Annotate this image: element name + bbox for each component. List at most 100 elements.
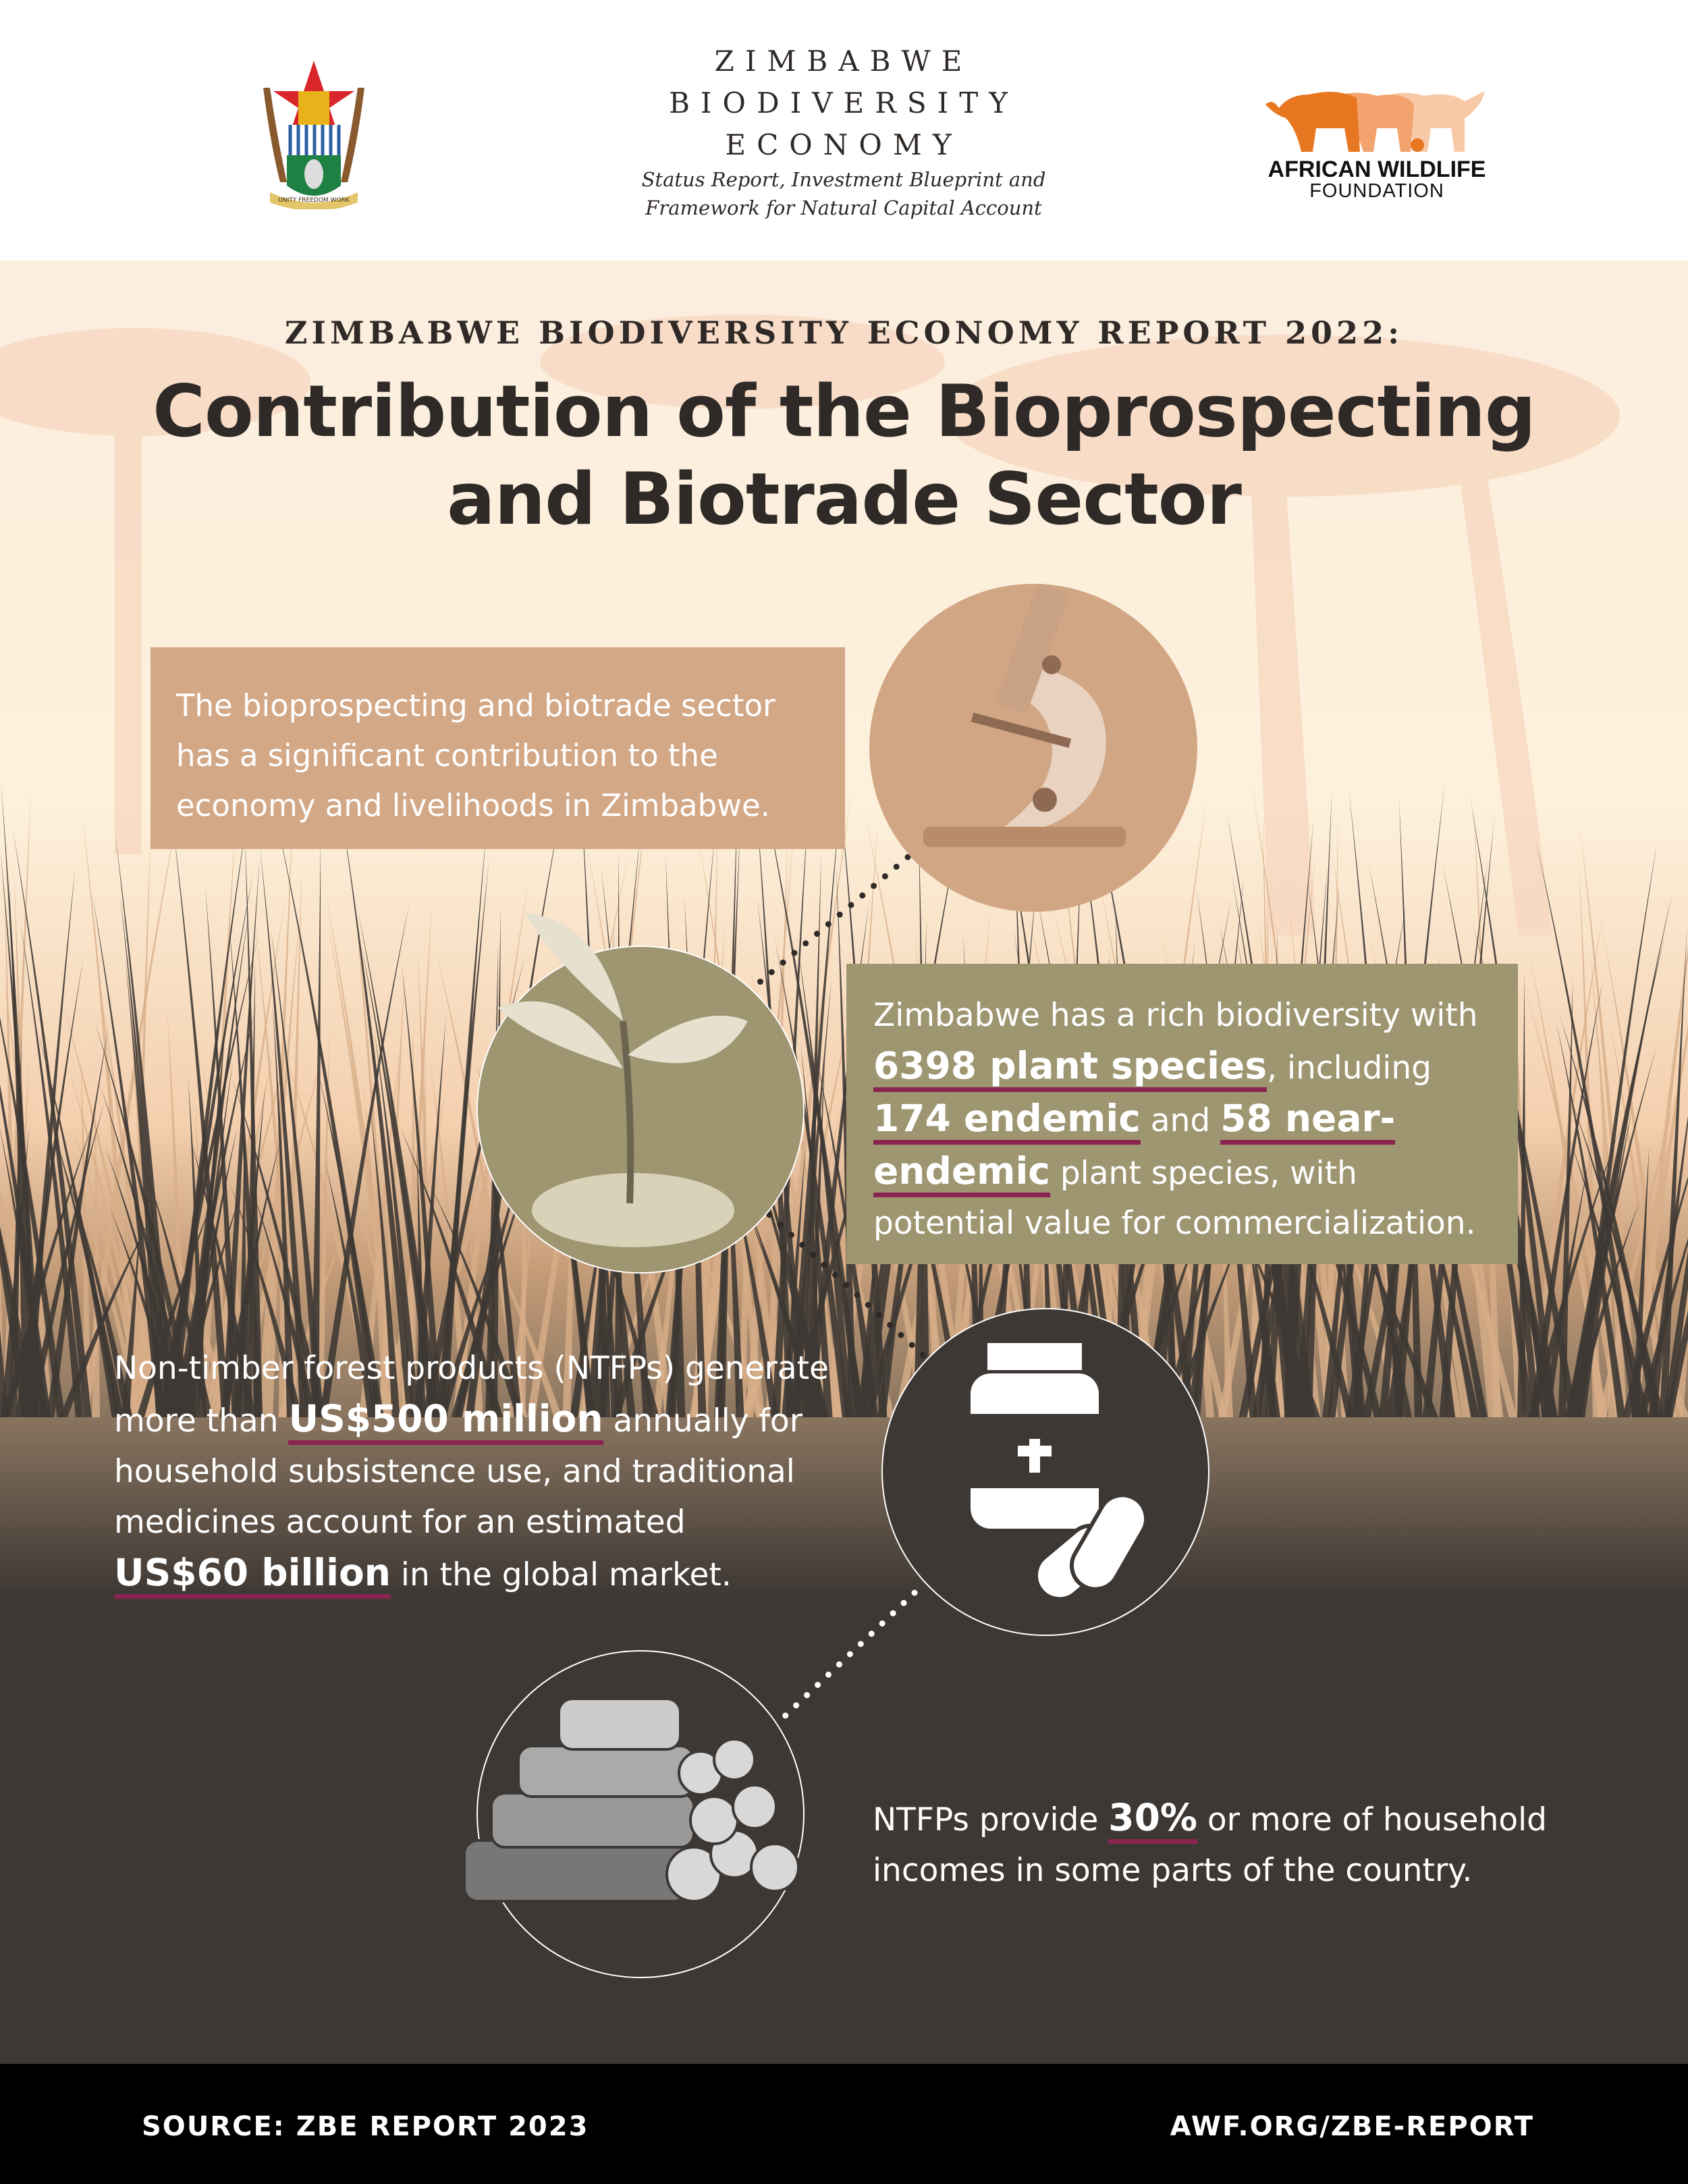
grass-blade	[434, 944, 527, 1417]
grass-blade	[190, 1137, 256, 1417]
grass-blade	[797, 944, 854, 1417]
grass-blade	[1525, 911, 1604, 1417]
grass-blade	[315, 1031, 330, 1417]
grass-blade	[49, 1117, 125, 1417]
grass-blade	[317, 1069, 385, 1417]
grass-blade	[414, 1014, 446, 1417]
grass-blade	[1162, 1156, 1239, 1417]
grass-blade	[1368, 861, 1456, 1417]
highlight-500-million: US$500 million	[288, 1397, 603, 1445]
grass-blade	[229, 921, 263, 1417]
grass-blade	[59, 1199, 161, 1417]
grass-blade	[325, 1162, 376, 1417]
grass-blade	[864, 1126, 957, 1417]
source-label: SOURCE: ZBE REPORT 2023	[142, 2111, 589, 2142]
text: annually for household subsistence use, …	[114, 1402, 803, 1541]
text: and	[1140, 1102, 1221, 1139]
grass-blade	[1341, 1135, 1413, 1417]
title-line: and Biotrade Sector	[447, 458, 1242, 541]
firewood-logs-icon	[463, 1697, 800, 1903]
grass-blade	[229, 1184, 303, 1417]
logs-circle	[463, 1650, 805, 1978]
grass-blade	[401, 962, 442, 1417]
elephant-logo-icon	[1265, 91, 1485, 152]
grass-blade	[173, 823, 230, 1417]
grass-blade	[1403, 1120, 1479, 1417]
report-title: ZIMBABWE BIODIVERSITY ECONOMY	[574, 40, 1114, 166]
grass-blade	[526, 851, 630, 1417]
grass-blade	[338, 1141, 414, 1417]
grass-blade	[1396, 1026, 1488, 1417]
grass-blade	[1239, 1172, 1281, 1417]
intro-text: The bioprospecting and biotrade sector h…	[176, 688, 775, 823]
grass-blade	[1558, 976, 1573, 1417]
grass-blade	[283, 865, 302, 1417]
grass-blade	[104, 1145, 186, 1417]
grass-blade	[259, 844, 309, 1417]
grass-blade	[431, 1186, 524, 1417]
grass-blade	[1631, 1146, 1650, 1417]
grass-blade	[746, 1210, 818, 1417]
grass-blade	[1662, 1251, 1688, 1417]
grass-blade	[1517, 971, 1526, 1417]
grass-blade	[468, 1214, 483, 1417]
awf-name: AFRICAN WILDLIFE	[1268, 157, 1486, 182]
grass-blade	[865, 814, 966, 1417]
grass-blade	[1226, 811, 1315, 1417]
subtitle-line: Framework for Natural Capital Account	[645, 196, 1042, 219]
grass-blade	[557, 1128, 595, 1417]
grass-blade	[828, 1209, 865, 1417]
grass-blade	[719, 1114, 779, 1417]
subtitle-line: Status Report, Investment Blueprint and	[641, 168, 1046, 191]
grass-blade	[46, 1025, 109, 1417]
grass-blade	[800, 1044, 833, 1417]
grass-blade	[136, 1189, 217, 1417]
grass-blade	[1558, 1012, 1660, 1417]
grass-blade	[339, 802, 415, 1417]
page-title: Contribution of the Bioprospecting and B…	[0, 368, 1688, 543]
grass-blade	[429, 1060, 470, 1417]
text: Non-timber forest products (NTFPs) gener…	[114, 1350, 829, 1440]
grass-blade	[109, 1207, 181, 1417]
grass-blade	[244, 835, 263, 1417]
grass-blade	[1292, 1129, 1382, 1417]
seedling-icon	[498, 913, 748, 1247]
grass-blade	[92, 893, 165, 1417]
highlight-60-billion: US$60 billion	[114, 1551, 391, 1599]
text: , including	[1267, 1049, 1432, 1087]
grass-blade	[853, 1070, 928, 1417]
report-title-line: ZIMBABWE	[714, 45, 973, 78]
grass-blade	[1556, 1020, 1626, 1417]
highlight-plant-species: 6398 plant species	[873, 1044, 1268, 1092]
footer: SOURCE: ZBE REPORT 2023 AWF.ORG/ZBE-REPO…	[0, 2064, 1688, 2184]
text: NTFPs provide	[873, 1801, 1109, 1838]
report-url-link[interactable]: AWF.ORG/ZBE-REPORT	[1170, 2111, 1534, 2142]
text: plant species, with potential value for …	[873, 1155, 1476, 1242]
grass-blade	[1564, 1046, 1657, 1417]
awf-foundation: FOUNDATION	[1309, 180, 1444, 202]
grass-blade	[64, 1166, 133, 1417]
grass-blade	[1367, 927, 1471, 1417]
header: UNITY FREEDOM WORK ZIMBABWE BIODIVERSITY…	[0, 0, 1688, 261]
grass-blade	[121, 1212, 142, 1417]
grass-blade	[439, 828, 487, 1417]
grass-blade	[836, 865, 857, 1417]
text: in the global market.	[390, 1556, 732, 1593]
grass-blade	[611, 1144, 715, 1417]
grass-blade	[1250, 983, 1260, 1417]
grass-blade	[946, 977, 1041, 1417]
report-title-line: ECONOMY	[725, 128, 962, 161]
grass-blade	[489, 906, 501, 1417]
grass-blade	[697, 835, 782, 1417]
awf-logo-text: AFRICAN WILDLIFE FOUNDATION	[1242, 157, 1512, 202]
grass-blade	[310, 839, 321, 1417]
grass-blade	[700, 822, 718, 1417]
grass-blade	[1598, 1081, 1680, 1417]
grass-blade	[454, 1101, 541, 1417]
microscope-circle	[869, 584, 1197, 912]
grass-blade	[181, 908, 250, 1417]
grass-blade	[94, 1020, 197, 1417]
intro-box: The bioprospecting and biotrade sector h…	[151, 647, 845, 849]
report-title-line: BIODIVERSITY	[669, 86, 1018, 119]
